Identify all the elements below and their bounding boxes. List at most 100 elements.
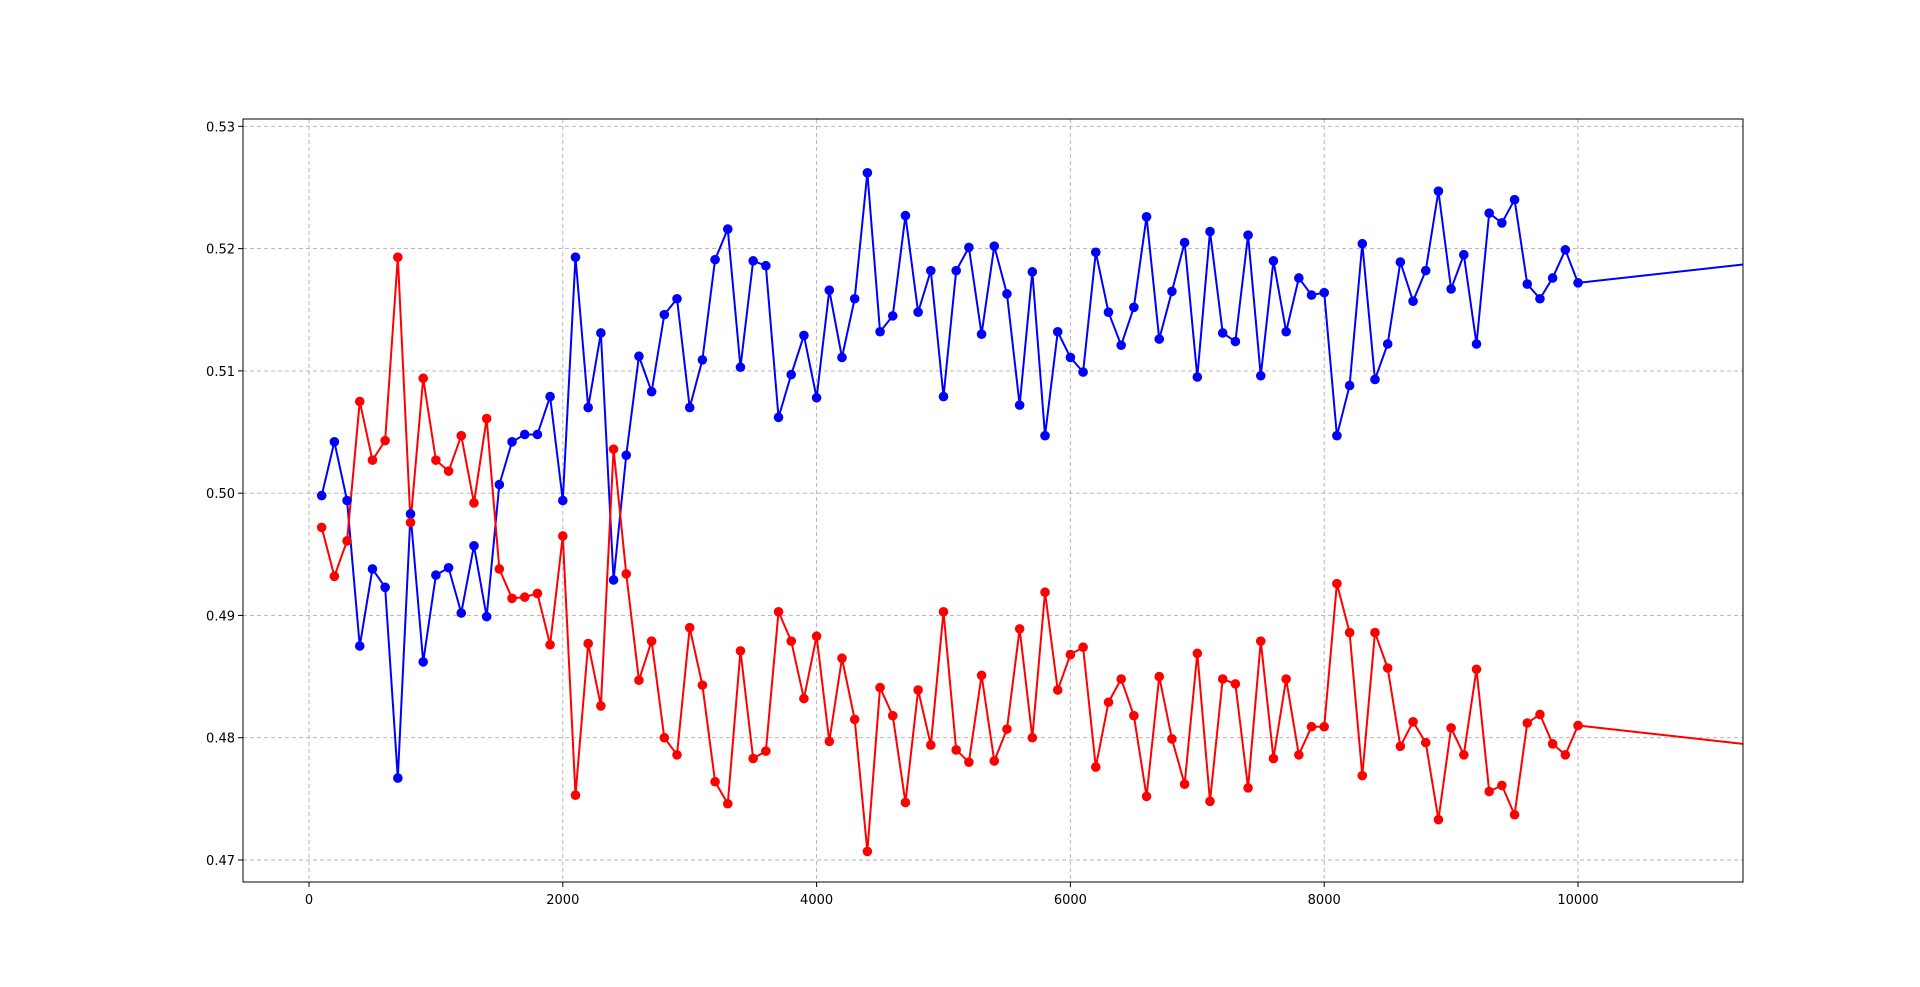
series-0-point [1497,218,1507,228]
series-0-point [837,352,847,363]
series-1-point [964,757,974,767]
series-0-point [1205,226,1215,237]
series-1-point [684,622,695,633]
series-0-point [951,265,961,276]
x-tick-label: 8000 [1308,893,1341,908]
series-0-point [1217,328,1228,338]
series-0-point [481,611,492,622]
series-0-point [431,570,441,580]
series-0-point [1255,370,1266,381]
x-axis: 0 2000 4000 6000 8000 10000 [305,882,1599,908]
series-0-point [443,562,454,573]
series-1-point [621,569,632,579]
series-1-point [1065,649,1076,660]
series-0-point [748,256,758,266]
series-1-point [583,638,593,649]
series-1-point [824,736,835,747]
series-0-point [1078,367,1088,377]
series-1-point [938,606,949,617]
series-1-point [1167,734,1177,744]
series-0-point [1459,249,1469,260]
x-tick-label: 6000 [1054,893,1087,908]
series-0-point [545,391,555,402]
series-0-point [634,351,644,362]
series-1-point [1332,578,1342,589]
series-1-point [557,531,568,541]
series-1-point [532,588,543,599]
series-1-point [1103,697,1114,708]
series-1-point [316,522,327,533]
series-0-point [887,311,898,321]
x-tick-label: 2000 [546,893,579,908]
series-1-point [748,753,758,764]
series-1-point [1395,741,1406,752]
series-1-point [1408,717,1418,727]
series-1-line [320,256,1744,853]
series-1-point [900,797,911,808]
series-1-point [1179,779,1190,789]
series-0-point [1294,273,1304,283]
series-0-point [1116,340,1126,351]
series-0-point [773,412,784,423]
series-0-point [532,429,543,440]
series-0-point [1395,257,1406,267]
series-1-point [735,646,746,656]
series-1-point [1420,737,1431,748]
series-1-point [1446,723,1456,733]
series-1-point [659,732,670,743]
series-0-point [697,355,708,365]
series-0-point [1129,302,1139,313]
series-1-point [393,252,403,262]
series-0-point [1344,380,1355,391]
series-0-point [507,437,517,447]
series-0-point [1065,352,1076,363]
series-0-point [1040,430,1050,441]
series-1-point [1357,770,1368,781]
series-0-point [811,392,822,403]
series-0-point [1090,247,1101,258]
series-0-point [1547,273,1558,283]
x-tick-label: 0 [305,893,313,908]
series-1-point [1459,750,1469,760]
series-0-point [1027,267,1038,277]
series-0-point [494,479,505,490]
series-0-line [320,171,1744,780]
series-0-point [926,265,936,276]
series-0-point [1509,194,1520,205]
series-1-point [672,750,682,760]
series-0-point [913,307,923,317]
y-tick-label: 0.49 [206,609,235,624]
series-markers [316,168,1583,857]
series-1-point [875,682,885,693]
series-1-point [354,396,365,407]
y-tick-label: 0.52 [206,243,235,258]
series-1-point [1509,809,1520,820]
series-0-point [1268,256,1279,266]
series-0-point [1471,339,1482,349]
series-1-point [456,430,467,441]
series-0-point [405,509,416,519]
series-1-point [507,593,517,604]
series-0-point [659,309,670,320]
series-0-point [1014,400,1025,410]
series-0-point [393,773,403,783]
series-1-point [1547,739,1558,749]
series-0-point [1560,245,1571,255]
y-tick-label: 0.48 [206,732,235,747]
series-0-point [418,657,429,667]
series-1-point [1573,720,1583,731]
series-0-point [1319,287,1330,298]
series-1-point [1217,674,1228,684]
series-1-point [545,639,555,650]
series-1-point [1014,624,1025,634]
series-0-point [875,326,885,337]
series-1-point [494,564,505,574]
series-0-point [1573,278,1583,288]
series-1-point [570,790,581,800]
series-0-point [329,437,340,447]
series-1-point [1370,627,1380,638]
series-1-point [1344,627,1355,638]
series-1-point [913,685,923,695]
series-1-point [596,701,606,711]
